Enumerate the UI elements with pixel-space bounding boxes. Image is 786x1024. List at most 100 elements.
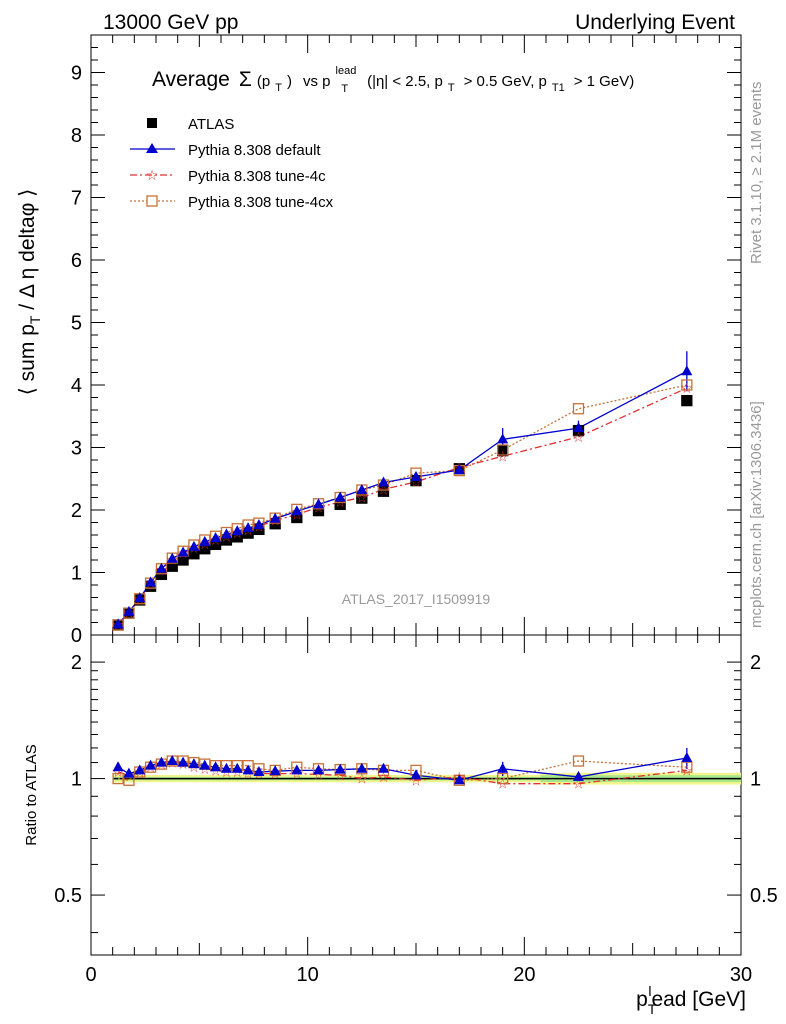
point-default xyxy=(334,763,346,774)
ratio-y-tick-label: 2 xyxy=(71,652,82,674)
point-default xyxy=(199,535,211,546)
point-default xyxy=(334,491,346,502)
x-tick-label-20: 20 xyxy=(513,964,535,986)
point-default xyxy=(242,764,254,775)
y-tick-label-6: 6 xyxy=(71,250,82,272)
point-tune-4cx xyxy=(497,772,509,785)
point-default xyxy=(291,505,303,516)
main-series: ☆☆☆☆☆☆☆☆☆☆☆☆☆☆☆☆☆☆☆☆☆☆☆☆☆ xyxy=(112,351,693,633)
point-default xyxy=(145,576,157,587)
point-default xyxy=(681,365,693,376)
point-default xyxy=(313,764,324,775)
ratio-y-tick-label: 1 xyxy=(71,769,82,791)
y-tick-label-1: 1 xyxy=(71,563,82,585)
point-default xyxy=(242,522,254,533)
ratio-y-tick-label-right: 1 xyxy=(750,769,761,791)
point-default xyxy=(145,759,157,770)
point-default xyxy=(231,762,243,773)
point-default xyxy=(410,470,422,481)
legend-entry-tune-4cx: Pythia 8.308 tune-4cx xyxy=(130,194,334,211)
point-default xyxy=(231,525,243,536)
title-cuts2-sub: T1 xyxy=(552,82,565,94)
point-default xyxy=(177,546,189,557)
x-tick-label-10: 10 xyxy=(297,964,319,986)
y-tick-label-0: 0 xyxy=(71,625,82,647)
point-tune-4cx xyxy=(681,379,693,391)
point-default xyxy=(112,761,124,772)
point-default xyxy=(199,759,211,770)
ratio-y-axis-label: Ratio to ATLAS xyxy=(23,744,40,845)
ratio-series: ☆☆☆☆☆☆☆☆☆☆☆☆☆☆☆☆☆☆☆☆☆☆☆☆☆ xyxy=(112,747,693,793)
point-tune-4c: ☆ xyxy=(681,381,694,397)
point-tune-4cx xyxy=(112,772,124,785)
point-default xyxy=(378,476,389,487)
point-default xyxy=(166,755,178,766)
point-default xyxy=(188,758,200,769)
point-default xyxy=(166,552,178,563)
point-default xyxy=(356,762,368,773)
point-tune-4c: ☆ xyxy=(572,430,585,446)
main-y-axis-label: ⟨ sum pT / Δ η deltaφ ⟩ xyxy=(16,189,43,396)
point-default xyxy=(112,618,124,629)
legend-entry-atlas: ATLAS xyxy=(147,116,234,133)
point-default xyxy=(253,519,265,529)
plot-title: Average Σ (p T ) vs p lead T (|η| < 2.5,… xyxy=(152,58,634,96)
point-default xyxy=(497,433,509,444)
analysis-id-label: ATLAS_2017_I1509919 xyxy=(342,591,491,607)
point-default xyxy=(220,762,232,773)
point-default xyxy=(177,756,189,767)
legend-entry-tune-4c: ☆ Pythia 8.308 tune-4c xyxy=(130,168,326,185)
point-default xyxy=(291,764,303,775)
y-tick-label-3: 3 xyxy=(71,438,82,460)
y-tick-label-4: 4 xyxy=(71,375,82,397)
ratio-y-tick-label-right: 0.5 xyxy=(750,885,778,907)
legend-entry-default: Pythia 8.308 default xyxy=(130,142,321,159)
ratio-y-tick-label-right: 2 xyxy=(750,652,761,674)
y-tick-label-7: 7 xyxy=(71,188,82,210)
series-line-2 xyxy=(117,387,688,625)
point-default xyxy=(410,769,422,780)
point-default xyxy=(497,762,509,773)
y-tick-label-2: 2 xyxy=(71,500,82,522)
point-default xyxy=(573,770,584,781)
point-default xyxy=(453,464,465,474)
point-tune-4c: ☆ xyxy=(356,772,369,788)
ratio-x-ticks: 0 10 20 30 xyxy=(85,635,752,986)
x-axis-label: pTlead [GeV] xyxy=(636,983,746,1017)
point-default xyxy=(123,767,135,778)
point-tune-4c: ☆ xyxy=(356,491,369,507)
point-atlas xyxy=(681,394,693,407)
ratio-plot-frame xyxy=(90,634,742,956)
y-tick-label-5: 5 xyxy=(71,313,82,335)
point-default xyxy=(220,528,232,539)
point-default xyxy=(356,484,368,494)
point-tune-4c: ☆ xyxy=(496,777,509,793)
point-tune-4cx xyxy=(497,444,509,456)
title-lead-sup: lead xyxy=(336,65,357,77)
title-sigma: Σ xyxy=(239,68,252,91)
svg-text:Pythia 8.308 default: Pythia 8.308 default xyxy=(188,142,321,159)
point-default xyxy=(269,512,281,523)
point-default xyxy=(210,761,222,772)
point-tune-4c: ☆ xyxy=(377,770,390,786)
svg-text:☆: ☆ xyxy=(146,168,159,184)
ratio-y-ticks: 0.5 0.5 1 1 2 2 xyxy=(54,652,778,934)
point-default xyxy=(134,592,146,603)
series-line-1 xyxy=(117,370,688,625)
title-vs: vs p xyxy=(303,73,331,90)
point-default xyxy=(253,765,265,776)
title-pt-sub: T xyxy=(275,82,282,94)
point-default xyxy=(573,422,584,433)
title-cuts3: > 1 GeV) xyxy=(574,73,634,90)
point-default xyxy=(681,752,693,763)
title-pt-open: (p xyxy=(257,73,270,90)
x-tick-label-0: 0 xyxy=(85,964,96,986)
x-tick-label-30: 30 xyxy=(730,964,752,986)
title-cuts1-sub: T xyxy=(448,82,455,94)
main-y-ticks: 0 1 2 3 4 5 6 7 8 9 xyxy=(71,47,741,647)
point-default xyxy=(123,605,135,616)
y-tick-label-8: 8 xyxy=(71,125,82,147)
rivet-version-label: Rivet 3.1.10, ≥ 2.1M events xyxy=(748,82,765,265)
